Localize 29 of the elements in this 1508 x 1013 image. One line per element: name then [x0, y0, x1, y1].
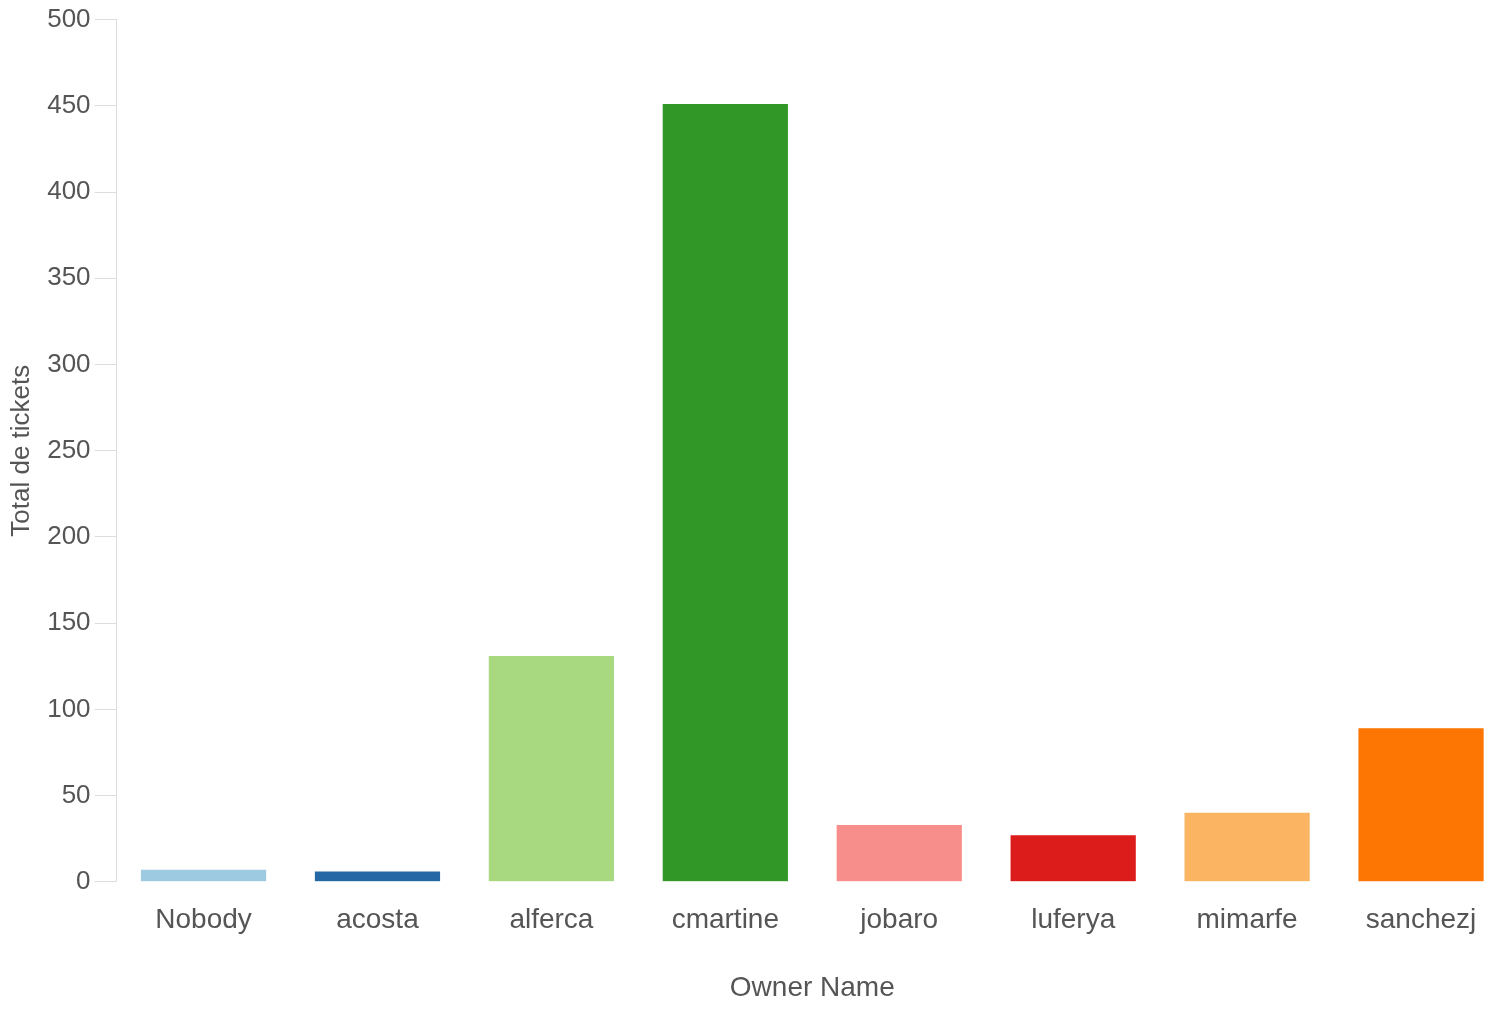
y-tick-label: 350 [47, 261, 91, 292]
y-tick-label: 250 [47, 433, 91, 464]
y-tick-label: 300 [47, 347, 91, 378]
y-axis-title: Total de tickets [4, 364, 35, 537]
x-tick-label: alferca [509, 903, 594, 935]
y-tick-label: 200 [47, 520, 91, 551]
x-tick-label: mimarfe [1196, 903, 1298, 935]
bar [662, 104, 788, 882]
bar [1010, 835, 1136, 882]
x-tick-label: acosta [336, 903, 420, 935]
y-tick-label: 100 [47, 692, 91, 723]
y-tick-label: 500 [47, 2, 91, 33]
y-tick-label: 150 [47, 606, 91, 637]
x-tick-label: Nobody [155, 903, 252, 935]
bar [488, 655, 615, 882]
x-tick-label: cmartine [671, 903, 780, 935]
bar [1184, 812, 1310, 882]
x-tick-label: jobaro [859, 903, 939, 935]
x-tick-label: luferya [1031, 903, 1116, 935]
y-tick-label: 50 [61, 778, 91, 809]
x-tick-label: sanchezj [1365, 903, 1477, 935]
y-tick-label: 0 [76, 864, 91, 895]
y-tick-label: 450 [47, 88, 91, 119]
bar [836, 824, 962, 882]
bar [140, 869, 267, 882]
bar [1358, 728, 1484, 882]
y-tick-label: 400 [47, 175, 91, 206]
x-axis-title: Owner Name [729, 970, 895, 1002]
bar [314, 871, 441, 882]
